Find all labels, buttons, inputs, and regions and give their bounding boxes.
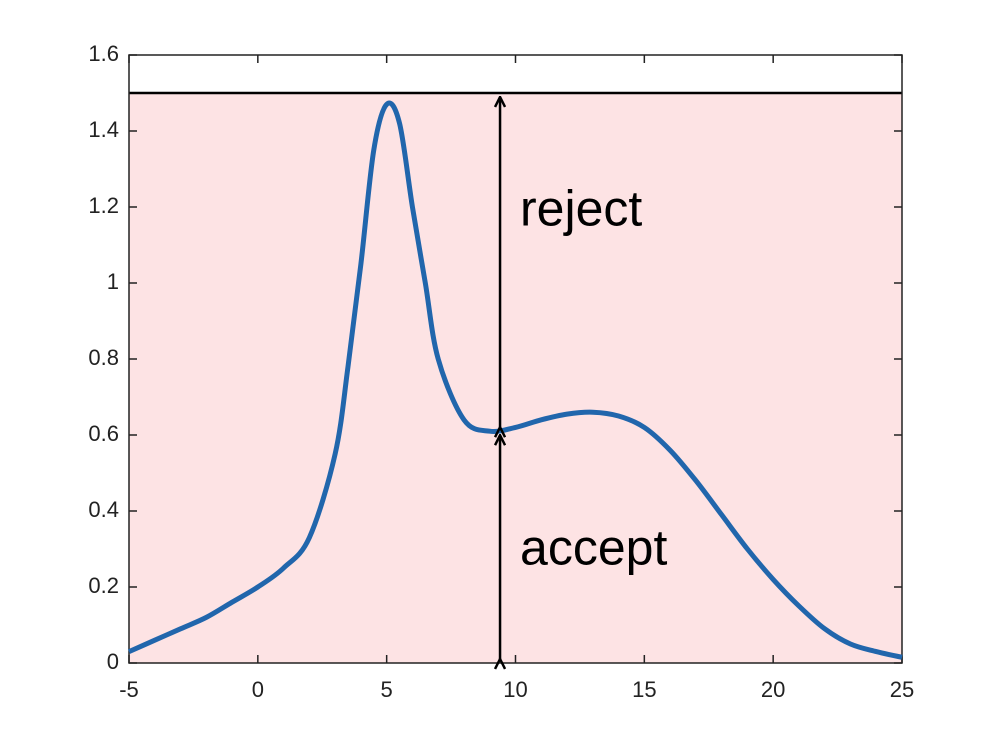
y-tick-label: 0.6	[88, 421, 119, 446]
data-line	[127, 100, 903, 660]
x-tick-label: -5	[119, 677, 139, 702]
x-tick-label: 25	[890, 677, 914, 702]
y-tick-label: 1	[107, 269, 119, 294]
x-tick-label: 5	[381, 677, 393, 702]
shade-region	[129, 93, 902, 663]
arrow-label: accept	[520, 519, 667, 575]
y-tick-label: 1.6	[88, 41, 119, 66]
y-tick-label: 1.2	[88, 193, 119, 218]
arrow-label: reject	[520, 180, 642, 236]
x-tick-label: 0	[252, 677, 264, 702]
y-tick-label: 0.4	[88, 497, 119, 522]
y-tick-label: 0.2	[88, 573, 119, 598]
x-tick-label: 15	[632, 677, 656, 702]
y-tick-label: 0.8	[88, 345, 119, 370]
x-tick-label: 20	[761, 677, 785, 702]
y-tick-label: 1.4	[88, 117, 119, 142]
y-tick-label: 0	[107, 649, 119, 674]
x-tick-label: 10	[503, 677, 527, 702]
